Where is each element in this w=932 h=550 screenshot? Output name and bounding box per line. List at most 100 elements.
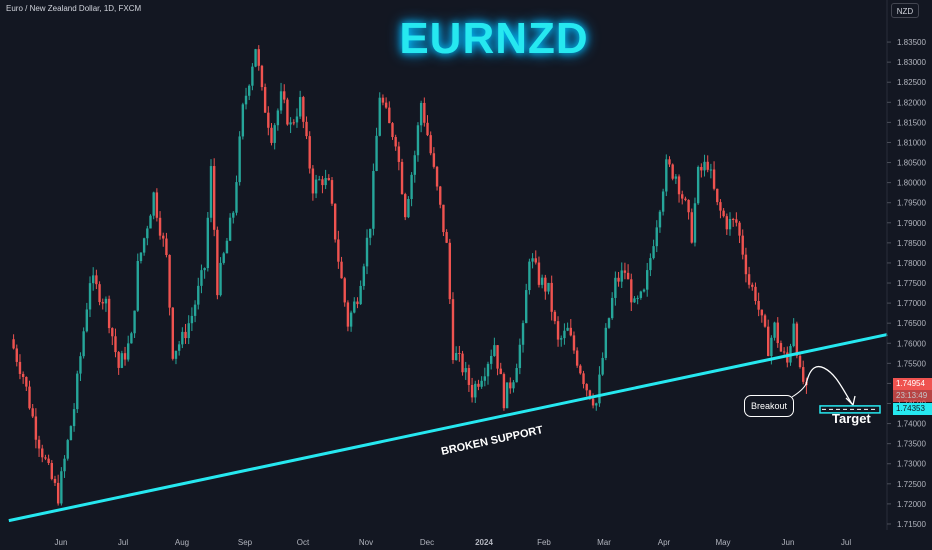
candle-body [193,304,197,316]
candle-body [630,279,633,303]
x-tick-label: Feb [537,538,551,547]
candle-body [728,219,732,230]
candle-body [719,202,722,211]
y-tick-label: 1.76500 [897,319,926,328]
candle-body [400,161,404,195]
candle-body [486,363,490,377]
candle-body [76,373,79,410]
candle-body [738,222,741,236]
candle-body [556,321,560,340]
candle-body [410,174,413,199]
candle-body [687,199,690,213]
candle-body [162,235,165,239]
candle-body [521,323,525,345]
candle-body [302,97,305,122]
candle-body [117,352,120,368]
candle-body [257,49,260,66]
candle-body [505,382,509,409]
x-tick-label: Mar [597,538,611,547]
candle-body [757,300,760,310]
x-tick-label: Jun [55,538,68,547]
currency-selector[interactable]: NZD [891,3,919,18]
candle-body [340,261,343,279]
candle-body [458,353,461,355]
y-tick-label: 1.83000 [897,58,926,67]
y-tick-label: 1.80000 [897,179,926,188]
candle-body [327,178,331,181]
candle-body [321,179,324,186]
candle-body [502,374,506,409]
candle-body [566,327,569,331]
candle-body [681,194,684,199]
x-tick-label: Jul [118,538,128,547]
candle-body [130,333,133,344]
candle-body [53,478,57,483]
candle-body [136,260,139,311]
candle-body [658,211,662,228]
candle-body [404,194,407,218]
candle-body [353,301,356,313]
candle-body [63,458,66,472]
candle-body [470,384,474,398]
page-title: EURNZD [399,14,589,63]
candle-body [770,337,773,357]
breakout-pointer [791,383,807,398]
candle-body [439,186,442,205]
candle-body [693,203,697,243]
y-tick-label: 1.75500 [897,359,926,368]
candle-body [212,166,216,230]
candle-body [174,350,178,359]
candle-body [515,368,518,383]
candle-body [671,164,674,179]
candle-body [69,426,73,441]
y-tick-label: 1.81500 [897,118,926,127]
candle-body [696,166,700,204]
breakout-label: Breakout [744,395,794,417]
candle-body [646,270,649,290]
candle-body [177,344,181,351]
candle-body [72,409,76,427]
candle-body [127,343,130,360]
y-tick-label: 1.82500 [897,78,926,87]
y-tick-label: 1.73000 [897,460,926,469]
candle-body [703,161,706,171]
candle-body [318,179,321,181]
candle-body [279,91,283,111]
candle-body [104,298,108,304]
candle-body [263,87,267,113]
candle-body [741,235,744,255]
candle-body [369,228,372,238]
y-tick-label: 1.77000 [897,299,926,308]
candle-body [34,416,38,440]
projection-arrowhead [845,395,856,407]
candle-body [333,203,337,240]
candle-body [384,102,388,108]
y-tick-label: 1.77500 [897,279,926,288]
x-tick-label: Jul [841,538,851,547]
candle-body [419,102,423,126]
candle-body [21,373,25,377]
candle-body [493,345,496,356]
candle-body [251,66,254,86]
candle-body [512,382,515,389]
candle-body [260,65,264,88]
candle-body [244,95,248,105]
candle-body [591,398,595,406]
candle-body [429,135,432,154]
candle-body [397,146,401,162]
candle-body [544,277,547,292]
candles [12,45,808,506]
candle-body [776,322,779,344]
candle-body [572,335,576,351]
y-tick-label: 1.78500 [897,239,926,248]
candle-body [595,403,598,406]
candle-body [91,275,95,284]
candle-body [423,102,426,123]
candle-body [763,315,767,327]
candle-body [601,357,604,375]
candle-body [550,282,553,312]
candle-body [95,275,98,285]
candle-body [356,301,359,305]
candle-body [633,298,636,303]
